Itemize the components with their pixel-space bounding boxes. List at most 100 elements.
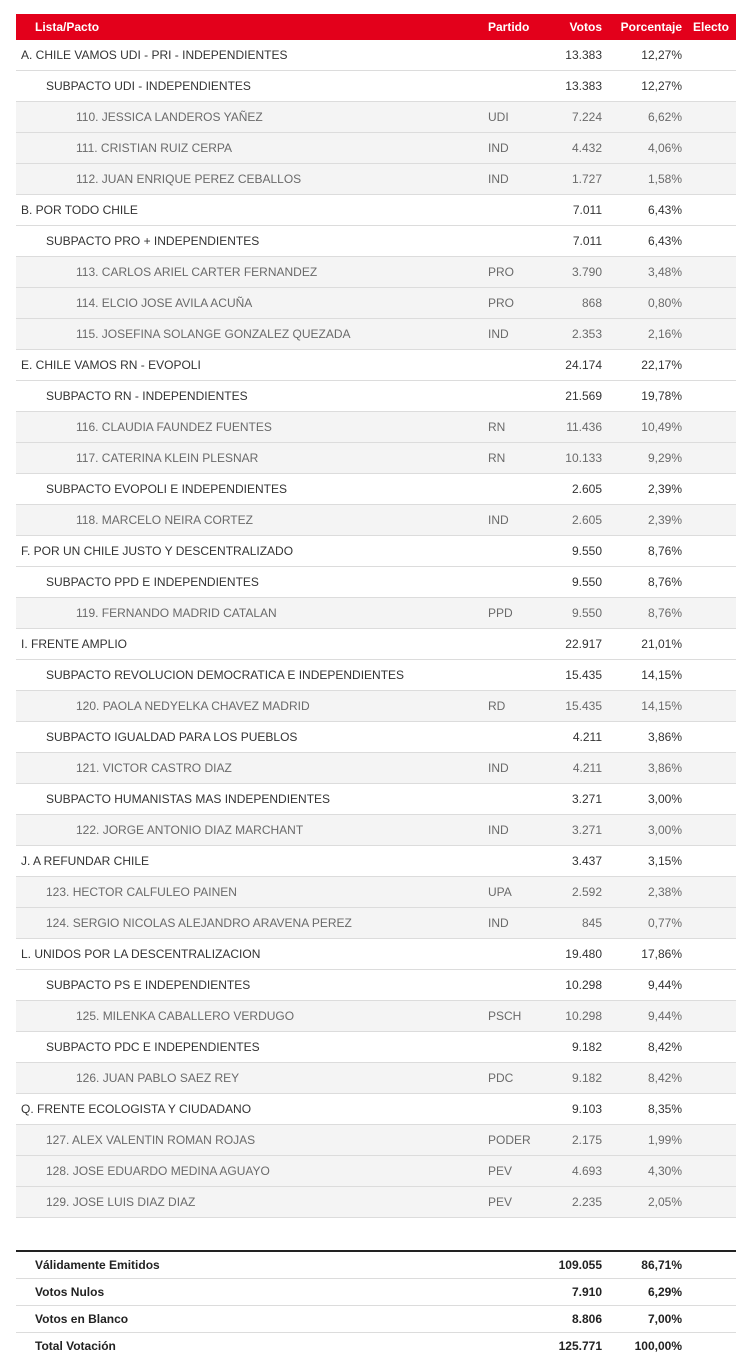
row-percentage: 0,80%: [647, 296, 682, 310]
row-name: SUBPACTO UDI - INDEPENDIENTES: [46, 79, 251, 93]
row-votes: 11.436: [566, 420, 602, 434]
row-name: A. CHILE VAMOS UDI - PRI - INDEPENDIENTE…: [21, 48, 288, 62]
row-party: PRO: [488, 265, 515, 279]
subpacto-row: SUBPACTO PPD E INDEPENDIENTES 9.550 8,76%: [16, 567, 736, 598]
row-percentage: 19,78%: [641, 389, 682, 403]
row-name: SUBPACTO PDC E INDEPENDIENTES: [46, 1040, 260, 1054]
row-party: RD: [488, 699, 506, 713]
row-votes: 3.271: [571, 823, 602, 837]
row-percentage: 21,01%: [641, 637, 682, 651]
row-votes: 7.011: [572, 234, 602, 248]
candidate-row: 116. CLAUDIA FAUNDEZ FUENTES RN 11.436 10,4…: [16, 412, 736, 443]
row-votes: 3.790: [571, 265, 602, 279]
row-name: 113. CARLOS ARIEL CARTER FERNANDEZ: [76, 265, 318, 279]
subpacto-row: SUBPACTO RN - INDEPENDIENTES 21.569 19,78%: [16, 381, 736, 412]
row-name: J. A REFUNDAR CHILE: [21, 854, 150, 868]
row-party: IND: [488, 327, 509, 341]
row-votes: 15.435: [565, 668, 602, 682]
row-name: 125. MILENKA CABALLERO VERDUGO: [76, 1009, 295, 1023]
candidate-row: 125. MILENKA CABALLERO VERDUGO PSCH 10.298…: [16, 1001, 736, 1032]
row-name: 117. CATERINA KLEIN PLESNAR: [76, 451, 259, 465]
totals-votes: 8.806: [571, 1312, 602, 1326]
row-votes: 4.432: [571, 141, 602, 155]
row-percentage: 8,76%: [647, 544, 682, 558]
lista-row: J. A REFUNDAR CHILE 3.437 3,15%: [16, 846, 736, 877]
row-name: 110. JESSICA LANDEROS YAÑEZ: [76, 110, 263, 124]
row-percentage: 3,86%: [647, 761, 682, 775]
row-name: E. CHILE VAMOS RN - EVOPOLI: [21, 358, 201, 372]
row-percentage: 9,44%: [647, 978, 682, 992]
row-votes: 9.550: [571, 575, 602, 589]
row-percentage: 8,42%: [647, 1071, 682, 1085]
subpacto-row: SUBPACTO REVOLUCION DEMOCRATICA E INDEPE…: [16, 660, 736, 691]
lista-row: Q. FRENTE ECOLOGISTA Y CIUDADANO 9.103 8,3…: [16, 1094, 736, 1125]
table-body: A. CHILE VAMOS UDI - PRI - INDEPENDIENTE…: [16, 40, 736, 1218]
row-party: PRO: [488, 296, 515, 310]
row-name: 129. JOSE LUIS DIAZ DIAZ: [46, 1195, 196, 1209]
row-percentage: 14,15%: [641, 699, 682, 713]
row-percentage: 4,30%: [647, 1164, 682, 1178]
row-party: UPA: [488, 885, 512, 899]
row-votes: 15.435: [565, 699, 602, 713]
header-votos: Votos: [569, 20, 602, 34]
row-votes: 4.693: [571, 1164, 602, 1178]
row-percentage: 6,43%: [647, 234, 682, 248]
row-party: PDC: [488, 1071, 514, 1085]
totals-votes: 7.910: [571, 1285, 602, 1299]
subpacto-row: SUBPACTO UDI - INDEPENDIENTES 13.383 12,27…: [16, 71, 736, 102]
row-votes: 21.569: [565, 389, 602, 403]
row-name: 119. FERNANDO MADRID CATALAN: [76, 606, 277, 620]
row-percentage: 12,27%: [641, 48, 682, 62]
candidate-row: 126. JUAN PABLO SAEZ REY PDC 9.182 8,42%: [16, 1063, 736, 1094]
row-percentage: 14,15%: [641, 668, 682, 682]
row-name: 127. ALEX VALENTIN ROMAN ROJAS: [46, 1133, 256, 1147]
row-votes: 10.298: [565, 978, 602, 992]
row-percentage: 1,99%: [647, 1133, 682, 1147]
row-party: IND: [488, 823, 509, 837]
row-name: L. UNIDOS POR LA DESCENTRALIZACION: [21, 947, 261, 961]
candidate-row: 110. JESSICA LANDEROS YAÑEZ UDI 7.224 6,62%: [16, 102, 736, 133]
row-votes: 2.175: [571, 1133, 602, 1147]
candidate-row: 115. JOSEFINA SOLANGE GONZALEZ QUEZADA IN…: [16, 319, 736, 350]
row-party: PODER: [488, 1133, 531, 1147]
row-name: 118. MARCELO NEIRA CORTEZ: [76, 513, 253, 527]
row-name: SUBPACTO REVOLUCION DEMOCRATICA E INDEPE…: [46, 668, 405, 682]
row-name: 112. JUAN ENRIQUE PEREZ CEBALLOS: [76, 172, 302, 186]
candidate-row: 120. PAOLA NEDYELKA CHAVEZ MADRID RD 15.43…: [16, 691, 736, 722]
totals-row: Válidamente Emitidos 109.055 86,71%: [16, 1252, 736, 1279]
row-votes: 13.383: [565, 48, 602, 62]
row-percentage: 12,27%: [641, 79, 682, 93]
row-percentage: 1,58%: [647, 172, 682, 186]
row-name: SUBPACTO PPD E INDEPENDIENTES: [46, 575, 259, 589]
row-name: 116. CLAUDIA FAUNDEZ FUENTES: [76, 420, 272, 434]
row-percentage: 4,06%: [647, 141, 682, 155]
row-votes: 10.133: [565, 451, 602, 465]
candidate-row: 122. JORGE ANTONIO DIAZ MARCHANT IND 3.271…: [16, 815, 736, 846]
totals-votes: 109.055: [558, 1258, 602, 1272]
row-name: SUBPACTO HUMANISTAS MAS INDEPENDIENTES: [46, 792, 331, 806]
row-votes: 2.235: [571, 1195, 602, 1209]
row-name: SUBPACTO PS E INDEPENDIENTES: [46, 978, 251, 992]
row-name: 121. VICTOR CASTRO DIAZ: [76, 761, 232, 775]
row-percentage: 8,42%: [647, 1040, 682, 1054]
header-electo: Electo: [692, 20, 729, 34]
row-percentage: 8,76%: [647, 606, 682, 620]
totals-percentage: 86,71%: [641, 1258, 682, 1272]
row-votes: 2.353: [571, 327, 602, 341]
totals-row: Total Votación 125.771 100,00%: [16, 1333, 736, 1359]
subpacto-row: SUBPACTO PS E INDEPENDIENTES 10.298 9,44%: [16, 970, 736, 1001]
row-name: SUBPACTO IGUALDAD PARA LOS PUEBLOS: [46, 730, 298, 744]
subpacto-row: SUBPACTO EVOPOLI E INDEPENDIENTES 2.605 2,…: [16, 474, 736, 505]
lista-row: B. POR TODO CHILE 7.011 6,43%: [16, 195, 736, 226]
candidate-row: 118. MARCELO NEIRA CORTEZ IND 2.605 2,39%: [16, 505, 736, 536]
row-name: I. FRENTE AMPLIO: [21, 637, 128, 651]
totals-percentage: 7,00%: [647, 1312, 682, 1326]
candidate-row: 127. ALEX VALENTIN ROMAN ROJAS PODER 2.175…: [16, 1125, 736, 1156]
row-percentage: 2,38%: [647, 885, 682, 899]
row-name: Q. FRENTE ECOLOGISTA Y CIUDADANO: [21, 1102, 252, 1116]
subpacto-row: SUBPACTO HUMANISTAS MAS INDEPENDIENTES 3.…: [16, 784, 736, 815]
row-party: PEV: [488, 1164, 513, 1178]
row-party: IND: [488, 761, 509, 775]
lista-row: E. CHILE VAMOS RN - EVOPOLI 24.174 22,17%: [16, 350, 736, 381]
row-party: PEV: [488, 1195, 513, 1209]
